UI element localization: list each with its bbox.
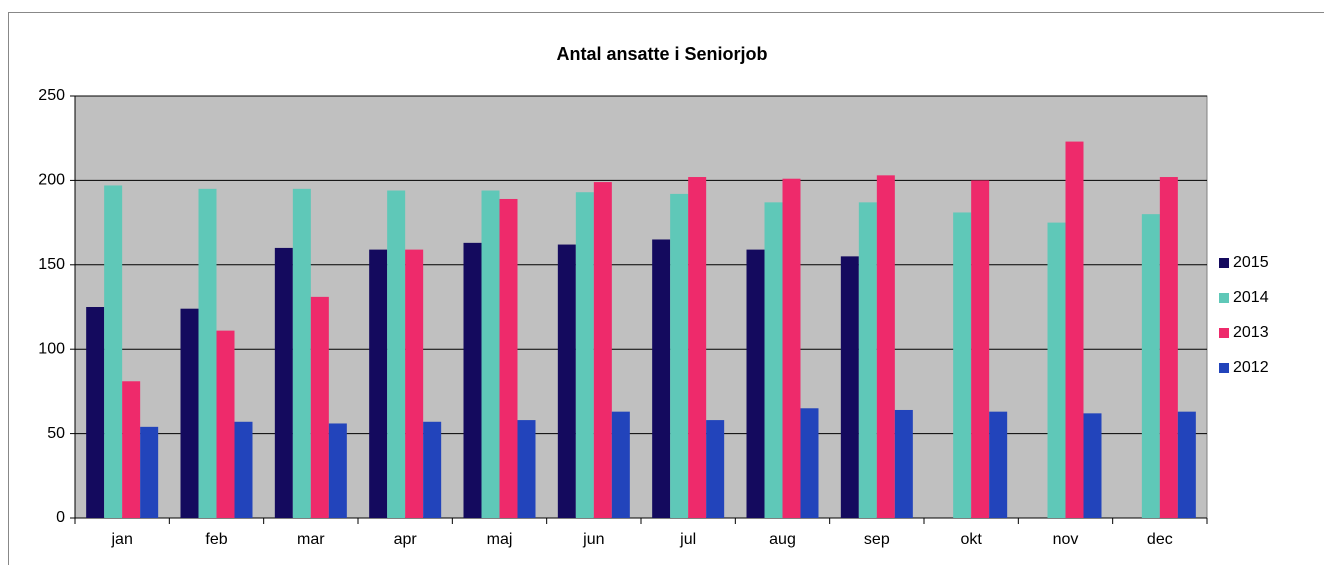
- bar: [764, 202, 783, 518]
- bar: [782, 178, 801, 518]
- bar: [652, 239, 671, 519]
- legend-swatch: [1219, 258, 1229, 268]
- legend-label: 2013: [1233, 324, 1269, 341]
- bar: [953, 212, 972, 519]
- bar: [706, 420, 725, 518]
- legend-swatch: [1219, 293, 1229, 303]
- bar: [86, 307, 105, 518]
- legend-label: 2012: [1233, 359, 1269, 376]
- bar: [292, 188, 311, 518]
- bar: [746, 249, 765, 518]
- bar: [216, 330, 235, 518]
- x-tick-label: jul: [679, 531, 696, 548]
- bar: [481, 190, 500, 518]
- bar: [198, 188, 217, 518]
- bar: [180, 308, 199, 518]
- x-tick-label: mar: [297, 531, 325, 548]
- bar: [328, 423, 347, 518]
- plot-area: [74, 95, 1208, 519]
- y-tick-label: 0: [56, 509, 65, 526]
- bar: [800, 408, 819, 518]
- legend-swatch: [1219, 363, 1229, 373]
- y-tick-label: 150: [38, 256, 65, 273]
- bar: [517, 420, 536, 518]
- bar: [463, 242, 482, 518]
- bar: [405, 249, 424, 518]
- bar: [1159, 177, 1178, 519]
- y-tick-label: 250: [38, 87, 65, 104]
- bar: [274, 247, 293, 519]
- bar: [688, 177, 707, 519]
- x-tick-label: nov: [1053, 531, 1079, 548]
- x-tick-label: okt: [960, 531, 982, 548]
- bar: [423, 421, 442, 518]
- bar: [971, 180, 990, 518]
- bar: [858, 202, 877, 518]
- y-tick-label: 200: [38, 172, 65, 189]
- y-tick-label: 50: [47, 425, 65, 442]
- x-tick-label: dec: [1147, 531, 1173, 548]
- bar: [1141, 214, 1160, 518]
- bar: [387, 190, 406, 518]
- bar: [140, 426, 159, 518]
- bar: [1047, 222, 1066, 518]
- x-tick-label: jan: [110, 531, 132, 548]
- x-tick-label: maj: [487, 531, 513, 548]
- bar: [499, 198, 518, 518]
- bar: [234, 421, 253, 518]
- bar: [670, 193, 689, 519]
- y-tick-label: 100: [38, 340, 65, 357]
- x-tick-label: sep: [864, 531, 890, 548]
- bar: [989, 411, 1008, 518]
- bar: [876, 175, 895, 518]
- bar: [122, 381, 141, 518]
- bar: [575, 192, 594, 518]
- legend-label: 2015: [1233, 254, 1269, 271]
- x-tick-label: aug: [769, 531, 796, 548]
- x-tick-label: apr: [394, 531, 418, 548]
- bar: [611, 411, 630, 518]
- bar: [593, 182, 612, 518]
- x-tick-label: jun: [582, 531, 604, 548]
- bar: [310, 296, 329, 518]
- bar: [894, 409, 913, 518]
- legend-label: 2014: [1233, 289, 1269, 306]
- legend-swatch: [1219, 328, 1229, 338]
- chart-title: Antal ansatte i Seniorjob: [556, 44, 767, 64]
- bar: [557, 244, 576, 518]
- bar: [369, 249, 388, 518]
- bar: [1177, 411, 1196, 518]
- bar: [104, 185, 123, 519]
- x-tick-label: feb: [205, 531, 227, 548]
- bar: [840, 256, 859, 518]
- bar: [1083, 413, 1102, 518]
- bar: [1065, 141, 1084, 519]
